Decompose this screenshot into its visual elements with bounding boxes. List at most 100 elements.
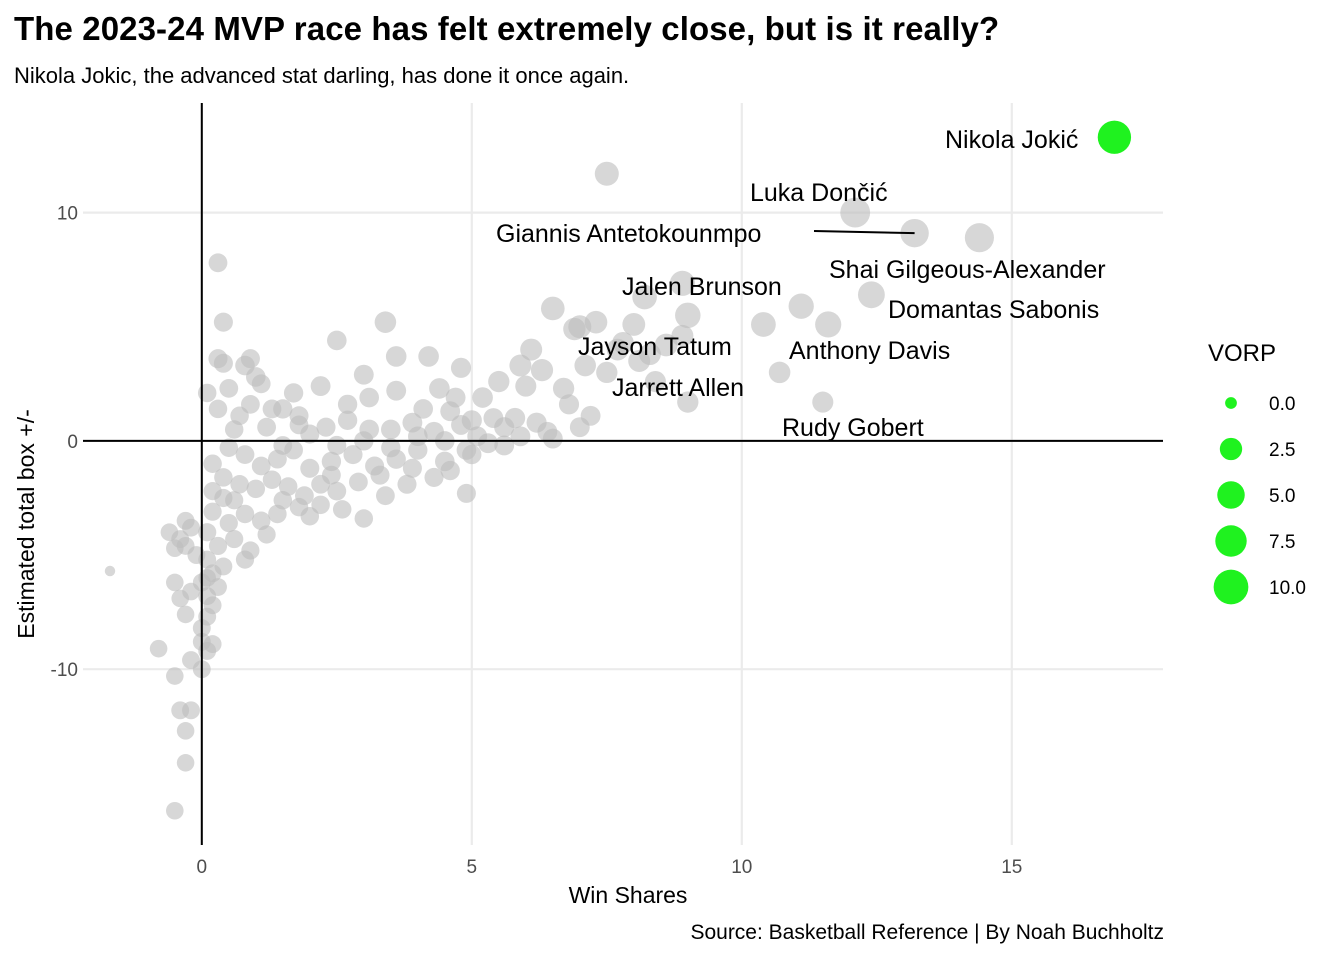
player-point <box>262 399 282 419</box>
player-point <box>176 605 195 624</box>
player-point <box>343 445 363 465</box>
player-point <box>596 361 618 384</box>
player-point <box>219 513 238 533</box>
player-point <box>225 491 244 510</box>
player-point <box>332 500 352 519</box>
player-point <box>440 460 460 481</box>
player-label: Nikola Jokić <box>945 126 1078 154</box>
player-point <box>235 445 255 464</box>
labeled-player-point <box>840 197 871 228</box>
y-tick-label: -10 <box>51 660 78 681</box>
player-point <box>488 370 510 393</box>
player-label: Jayson Tatum <box>578 333 732 361</box>
player-point <box>176 754 195 772</box>
player-point <box>327 435 347 455</box>
player-point <box>632 284 657 310</box>
player-point <box>520 338 543 361</box>
player-point <box>639 343 661 366</box>
player-point <box>213 312 233 332</box>
player-point <box>262 470 282 489</box>
player-point <box>552 377 575 400</box>
highlight-player-point <box>1097 120 1132 154</box>
player-point <box>257 417 276 437</box>
player-point <box>413 399 433 419</box>
player-point <box>337 410 358 431</box>
player-point <box>197 383 217 403</box>
player-point <box>219 438 239 457</box>
player-point <box>472 387 493 408</box>
legend-key-circle <box>1219 437 1243 461</box>
player-point <box>542 428 563 449</box>
player-point <box>530 359 554 382</box>
labeled-player-point <box>812 391 834 413</box>
player-label: Jalen Brunson <box>622 273 782 301</box>
player-point <box>478 433 498 454</box>
player-point <box>408 440 428 460</box>
player-point <box>251 456 271 476</box>
player-point <box>214 557 233 576</box>
player-point <box>353 364 374 385</box>
tick-labels: 0 5 10 15 -10 0 10 <box>51 204 1023 878</box>
legend-key-label: 5.0 <box>1269 486 1295 507</box>
player-point <box>386 380 407 401</box>
player-point <box>327 330 347 351</box>
player-point <box>510 426 531 447</box>
player-point <box>376 486 395 506</box>
gridlines <box>83 103 1163 845</box>
chart-title: The 2023-24 MVP race has felt extremely … <box>14 10 1000 47</box>
player-point <box>273 436 293 455</box>
legend-key-circle <box>1215 525 1247 557</box>
x-tick-label: 5 <box>467 857 478 878</box>
legend-key-label: 0.0 <box>1269 394 1295 415</box>
player-point <box>283 383 304 403</box>
player-point <box>381 419 401 440</box>
player-point <box>251 511 271 531</box>
y-axis-title: Estimated total box +/- <box>13 409 39 638</box>
player-point <box>337 394 358 415</box>
player-point <box>166 801 184 820</box>
player-point <box>300 458 320 478</box>
labeled-player-point <box>964 223 994 253</box>
player-point <box>246 479 266 499</box>
player-point <box>214 468 233 487</box>
x-tick-label: 0 <box>197 857 208 878</box>
player-point <box>241 394 260 414</box>
player-label: Rudy Gobert <box>782 414 924 442</box>
player-point <box>424 467 444 487</box>
reference-axes <box>83 103 1163 845</box>
player-point <box>515 375 537 397</box>
player-point <box>429 378 450 399</box>
player-point <box>149 639 168 658</box>
player-point <box>450 357 472 378</box>
player-point <box>381 438 401 458</box>
player-point <box>208 536 228 556</box>
player-point <box>240 349 260 369</box>
player-point <box>104 565 116 577</box>
player-point <box>768 361 791 384</box>
player-point <box>208 253 228 273</box>
player-point <box>166 573 184 592</box>
player-point <box>574 354 596 377</box>
player-point <box>370 465 390 485</box>
player-label: Giannis Antetokounmpo <box>496 220 761 248</box>
player-point <box>230 475 249 494</box>
player-point <box>456 440 477 460</box>
player-point <box>273 491 293 510</box>
y-tick-label: 0 <box>67 432 78 453</box>
size-legend: VORP 0.0 2.5 5.0 7.5 10.0 <box>1208 340 1306 605</box>
chart-subtitle: Nikola Jokic, the advanced stat darling,… <box>14 63 630 88</box>
player-point <box>203 502 222 521</box>
player-point <box>203 482 222 501</box>
player-point <box>563 317 586 341</box>
labeled-player-point <box>669 270 695 296</box>
player-point <box>654 333 678 357</box>
player-point <box>509 354 532 377</box>
player-point <box>289 415 309 435</box>
player-point <box>176 511 195 530</box>
player-point <box>397 474 417 494</box>
player-point <box>359 387 379 408</box>
player-point <box>182 701 200 720</box>
player-point <box>316 417 336 437</box>
player-point <box>751 312 776 337</box>
player-point <box>235 504 255 524</box>
